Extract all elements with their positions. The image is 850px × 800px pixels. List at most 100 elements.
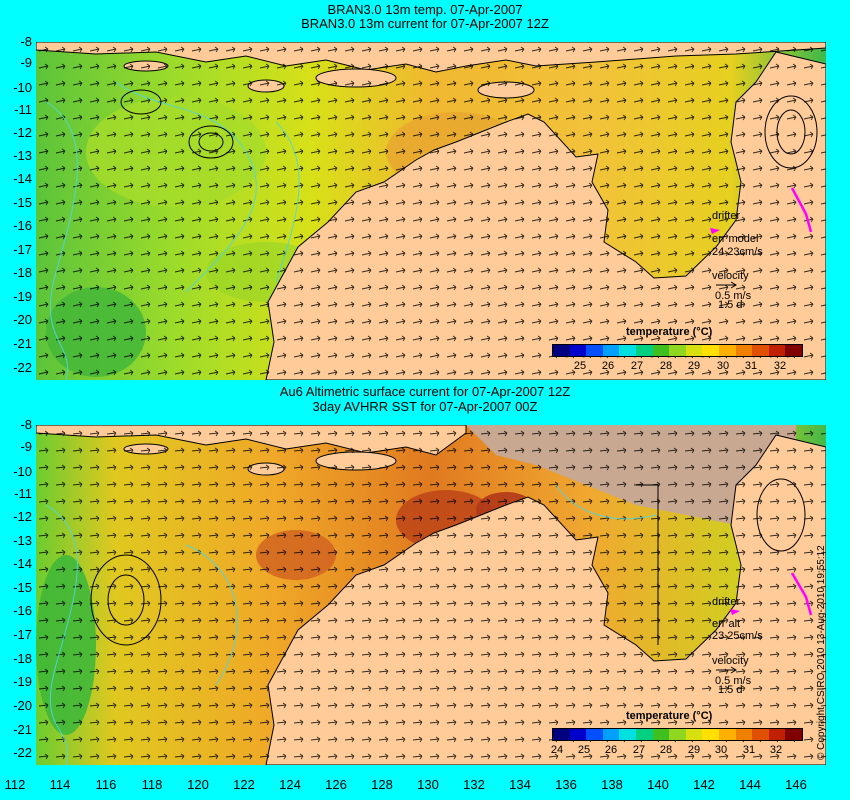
colorbar-swatch (702, 345, 719, 356)
current-vector-field (36, 425, 826, 765)
colorbar-swatch (586, 345, 603, 356)
colorbar-swatch (619, 345, 636, 356)
colorbar-swatch (702, 729, 719, 740)
top-y-tick-label: -22 (13, 360, 32, 375)
x-tick-label: 114 (49, 777, 71, 792)
velocity-scale-arrow (716, 666, 737, 674)
bottom-colorbar-tick: 32 (769, 744, 783, 756)
top-title-line1: BRAN3.0 13m temp. 07-Apr-2007 (327, 2, 523, 17)
x-tick-label: 140 (647, 777, 669, 792)
bottom-velocity-days: 1.5 d (718, 684, 743, 696)
top-drifter-label: drifter (712, 210, 741, 222)
colorbar-swatch (785, 345, 802, 356)
colorbar-swatch (718, 345, 736, 356)
current-vector-field (36, 42, 826, 380)
top-y-tick-label: -18 (13, 265, 32, 280)
top-y-tick-label: -11 (14, 102, 32, 117)
bottom-y-tick-label: -11 (14, 486, 32, 501)
drifter-legend-icon (730, 609, 740, 615)
top-velocity-scale: 0.5 m/s (715, 290, 752, 302)
velocity-scale-arrow (716, 281, 737, 289)
top-colorbar-tick: 27 (630, 360, 644, 372)
top-map (36, 42, 826, 380)
drifter-track (790, 572, 813, 616)
top-y-tick-label: -8 (20, 34, 32, 49)
colorbar-swatch (735, 729, 753, 740)
drifter-track (790, 187, 813, 233)
top-y-tick-label: -16 (13, 218, 32, 233)
colorbar-swatch (619, 729, 636, 740)
bottom-velocity-label: velocity (712, 655, 749, 667)
bottom-colorbar-tick: 25 (577, 744, 591, 756)
bottom-y-tick-label: -20 (13, 698, 32, 713)
top-map-canvas (36, 42, 826, 380)
x-tick-label: 120 (187, 777, 209, 792)
bottom-colorbar-tick: 24 (550, 744, 564, 756)
colorbar-swatch (718, 729, 736, 740)
top-y-tick-label: -19 (13, 289, 32, 304)
bottom-drifter-label: drifter (712, 596, 741, 608)
colorbar-swatch (553, 345, 570, 356)
bottom-colorbar-tick: 30 (714, 744, 728, 756)
colorbar-swatch (752, 729, 769, 740)
bottom-y-tick-label: -15 (13, 580, 32, 595)
top-colorbar-tick: 29 (687, 360, 701, 372)
x-tick-label: 136 (555, 777, 577, 792)
top-colorbar-tick: 31 (744, 360, 758, 372)
bottom-err-label: err alt (712, 618, 741, 630)
bottom-colorbar-title: temperature (°C) (626, 710, 713, 722)
colorbar-swatch (785, 729, 802, 740)
top-y-tick-label: -13 (13, 148, 32, 163)
top-y-tick-label: -15 (13, 195, 32, 210)
bottom-y-tick-label: -13 (13, 533, 32, 548)
bottom-y-tick-label: -9 (20, 439, 32, 454)
colorbar-swatch (752, 345, 769, 356)
bottom-colorbar-tick: 26 (604, 744, 618, 756)
bottom-map-canvas (36, 425, 826, 765)
colorbar-swatch (569, 345, 587, 356)
bottom-y-tick-label: -10 (13, 464, 32, 479)
x-tick-label: 144 (739, 777, 761, 792)
top-y-tick-label: -12 (13, 125, 32, 140)
colorbar-swatch (768, 729, 786, 740)
top-title-line2: BRAN3.0 13m current for 07-Apr-2007 12Z (301, 16, 549, 31)
bottom-y-tick-label: -14 (13, 556, 32, 571)
bottom-colorbar-tick: 29 (687, 744, 701, 756)
top-velocity-label: velocity (712, 270, 749, 282)
bottom-velocity-scale: 0.5 m/s (715, 675, 752, 687)
bottom-y-tick-label: -17 (13, 627, 32, 642)
top-y-tick-label: -10 (13, 80, 32, 95)
bottom-y-tick-label: -12 (13, 509, 32, 524)
bottom-err-values: 23 25cm/s (712, 630, 763, 642)
x-tick-label: 122 (233, 777, 255, 792)
bottom-colorbar-tick: 27 (632, 744, 646, 756)
top-colorbar-tick: 26 (601, 360, 615, 372)
top-y-tick-label: -17 (13, 242, 32, 257)
bottom-y-tick-label: -21 (13, 722, 32, 737)
bottom-y-tick-label: -16 (13, 603, 32, 618)
colorbar-swatch (768, 345, 786, 356)
colorbar-swatch (685, 345, 703, 356)
colorbar-swatch (635, 345, 653, 356)
bottom-y-tick-label: -18 (13, 651, 32, 666)
bottom-title-line2: 3day AVHRR SST for 07-Apr-2007 00Z (312, 399, 538, 414)
x-tick-label: 128 (371, 777, 393, 792)
bottom-y-tick-label: -8 (20, 417, 32, 432)
x-tick-label: 130 (417, 777, 439, 792)
drifter-legend-icon (710, 228, 720, 234)
colorbar-swatch (586, 729, 603, 740)
top-colorbar-tick: 30 (716, 360, 730, 372)
x-tick-label: 132 (463, 777, 485, 792)
x-tick-label: 142 (693, 777, 715, 792)
top-err-label: err model (712, 233, 759, 245)
x-tick-label: 112 (4, 777, 26, 792)
top-colorbar (552, 344, 803, 357)
x-tick-label: 118 (141, 777, 163, 792)
colorbar-swatch (569, 729, 587, 740)
bottom-colorbar-tick: 31 (742, 744, 756, 756)
colorbar-swatch (602, 345, 620, 356)
colorbar-swatch (669, 345, 686, 356)
top-colorbar-title: temperature (°C) (626, 326, 713, 338)
top-y-tick-label: -14 (13, 171, 32, 186)
top-err-values: 24 23cm/s (712, 246, 763, 258)
